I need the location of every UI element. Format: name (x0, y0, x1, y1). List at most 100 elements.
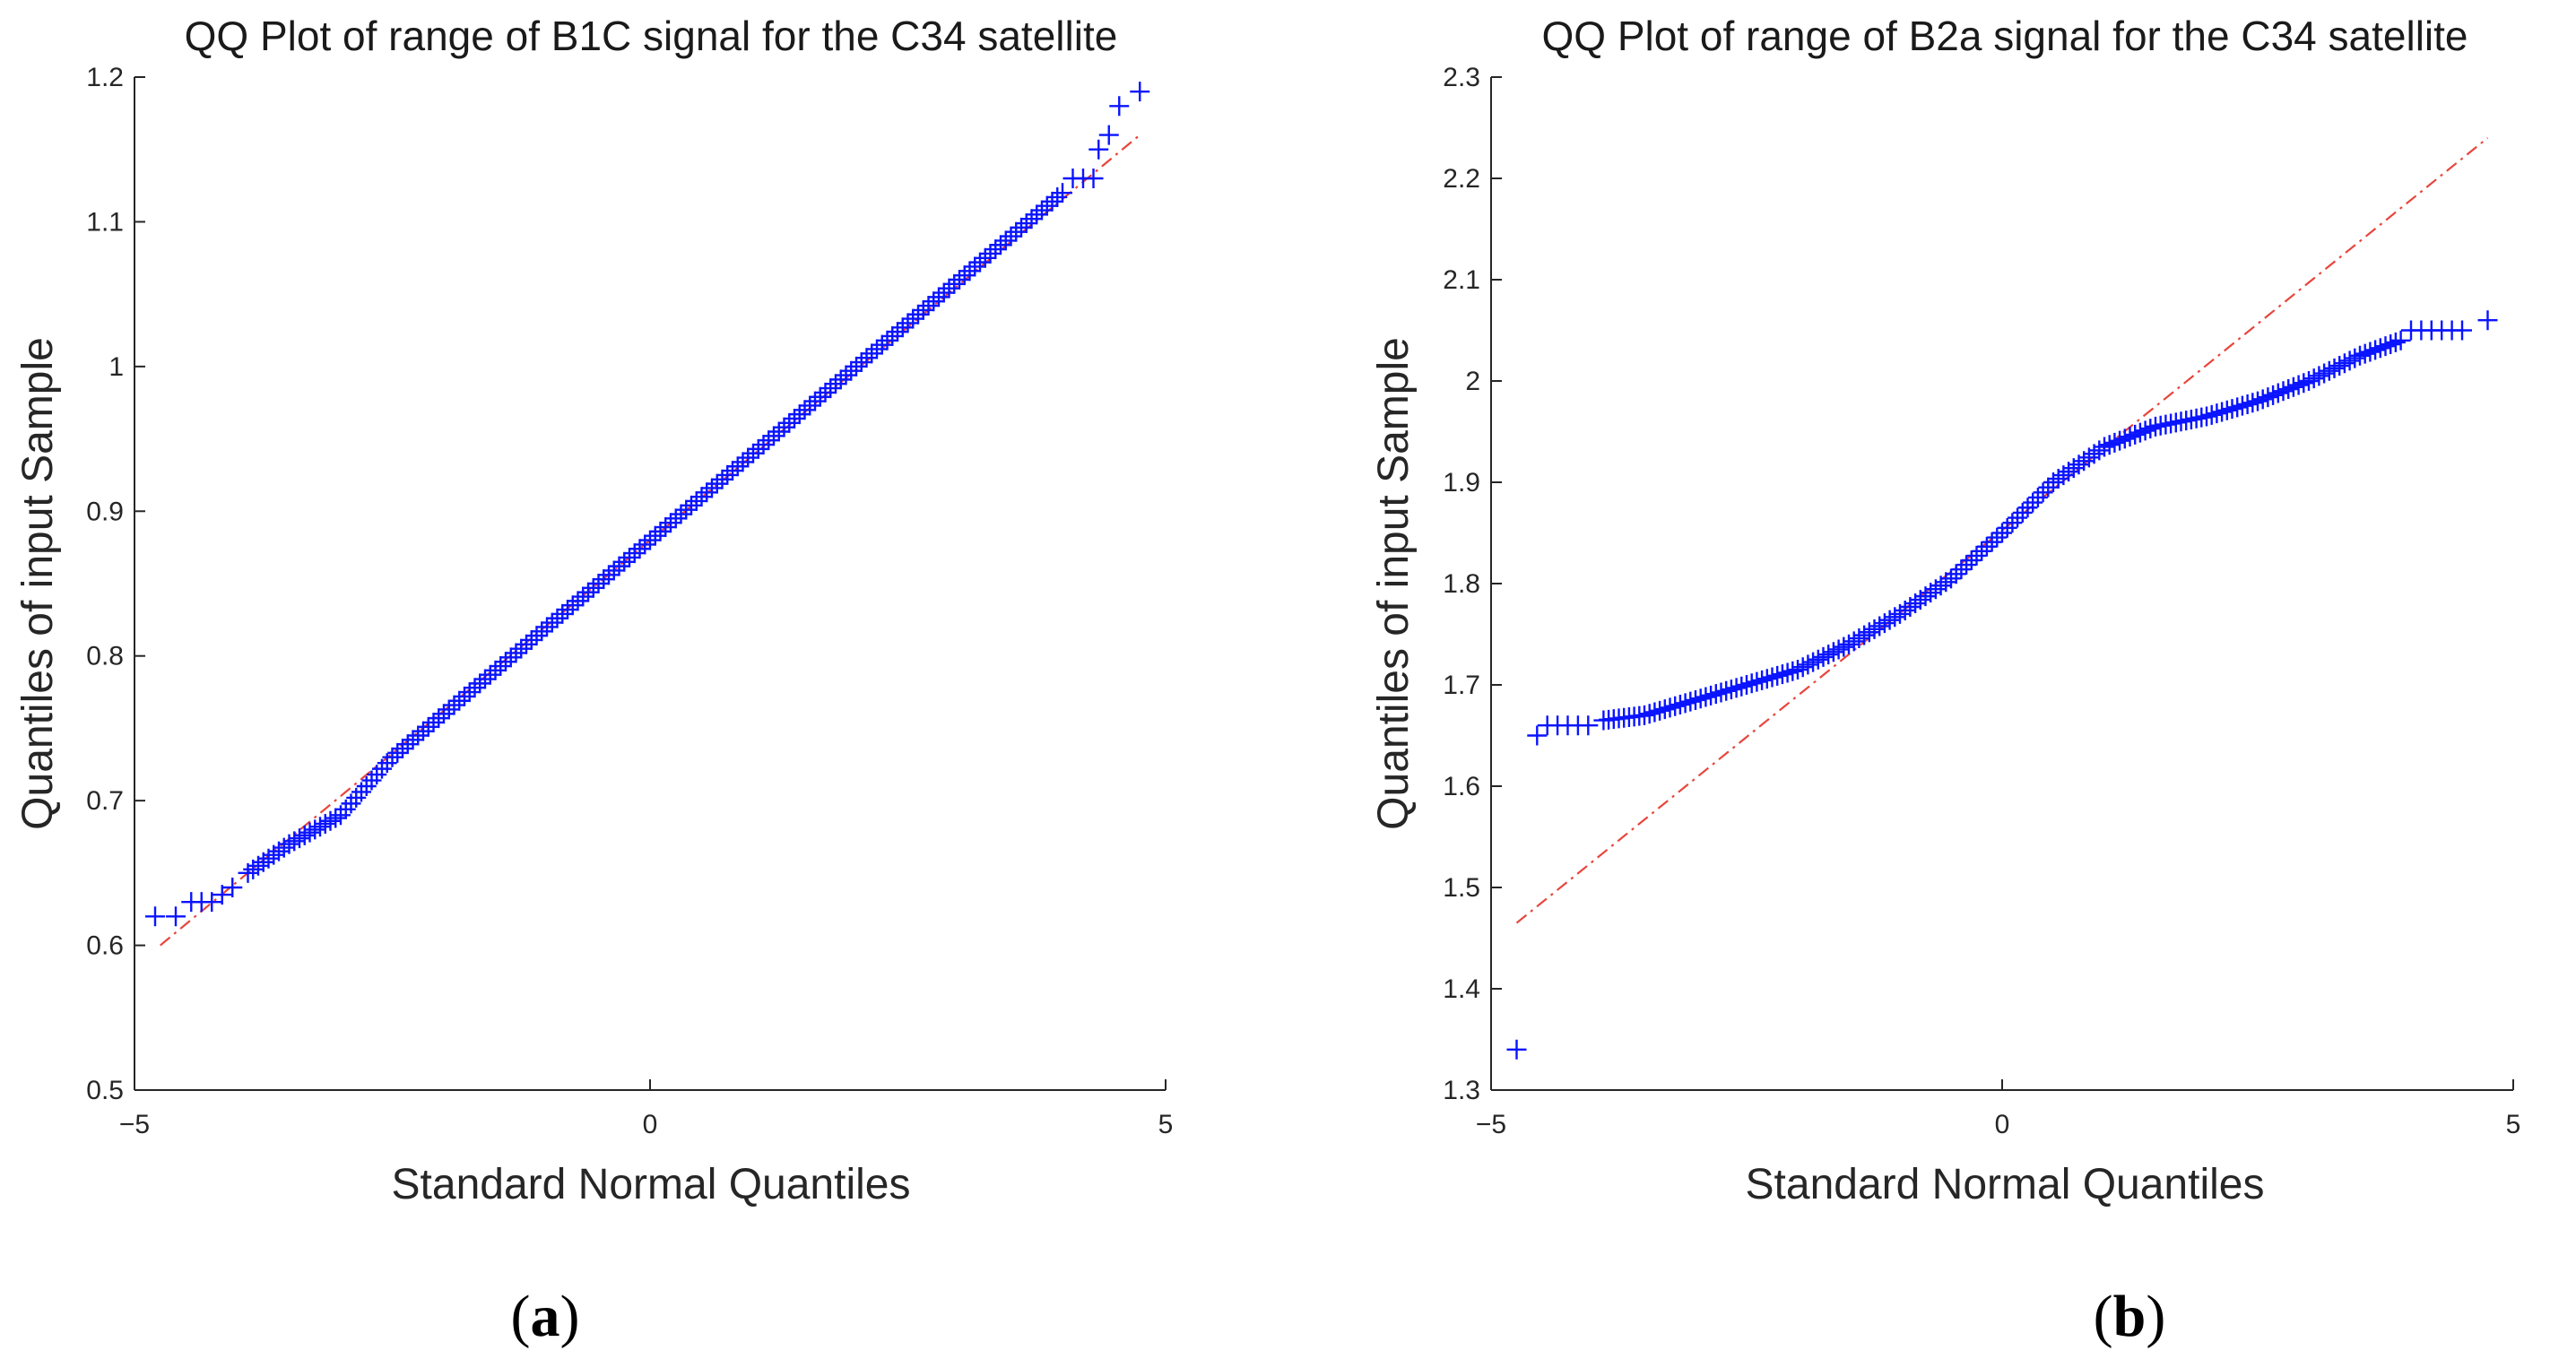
data-point (578, 582, 598, 602)
data-point (629, 539, 650, 559)
data-point (1650, 700, 1670, 721)
data-point (1956, 555, 1977, 576)
data-point (1721, 680, 1741, 700)
data-point (2283, 377, 2303, 397)
y-tick-label: 2.2 (1443, 164, 1480, 194)
data-point (2273, 381, 2294, 402)
data-point (733, 452, 753, 472)
data-point (779, 412, 800, 433)
data-point (661, 513, 681, 533)
y-tick-label: 2 (1465, 367, 1480, 396)
data-point (1741, 673, 1762, 694)
panel-label-a: (a) (511, 1284, 580, 1349)
data-point (918, 296, 939, 316)
data-point (418, 716, 438, 737)
data-point (1976, 536, 1997, 557)
data-point (496, 652, 516, 672)
data-point (320, 810, 341, 831)
data-point (1966, 545, 1987, 566)
data-point (748, 438, 768, 459)
data-point (583, 577, 603, 598)
data-point (1016, 213, 1036, 234)
data-point (640, 530, 660, 550)
data-point (1895, 600, 1915, 620)
data-point (1921, 583, 1941, 603)
data-point (810, 386, 830, 407)
data-point (789, 404, 810, 425)
data-point (933, 282, 954, 303)
data-point (2027, 487, 2048, 507)
data-point (2303, 368, 2324, 389)
data-point (2242, 393, 2263, 413)
data-point (1992, 523, 2012, 543)
data-point (1910, 590, 1930, 610)
data-point (1716, 680, 1737, 701)
data-point (1001, 226, 1021, 247)
data-point (2252, 389, 2273, 410)
data-point (1828, 639, 1849, 660)
data-point (2084, 444, 2104, 464)
data-point (1834, 636, 1854, 657)
data-point (702, 478, 722, 498)
data-point (511, 638, 532, 659)
data-point (1665, 696, 1686, 716)
data-point (253, 852, 273, 872)
data-point (1527, 725, 1548, 746)
data-point (1941, 568, 1961, 589)
data-point (1951, 559, 1972, 580)
data-point (2114, 428, 2135, 449)
data-point (924, 291, 944, 312)
data-point (444, 695, 464, 715)
data-point (1762, 667, 1782, 688)
data-point (686, 490, 707, 511)
data-point (985, 239, 1006, 260)
data-point (1818, 645, 1839, 665)
data-point (537, 617, 557, 637)
data-point (1839, 634, 1859, 654)
x-tick-label: 0 (643, 1110, 658, 1139)
data-point (2294, 373, 2314, 394)
panel-label-b: (b) (2094, 1284, 2166, 1349)
x-tick-label: −5 (1476, 1110, 1506, 1139)
data-point (2278, 379, 2299, 400)
data-point (1705, 684, 1726, 705)
data-point (995, 230, 1016, 251)
data-point (1925, 579, 1946, 600)
data-point (671, 504, 691, 524)
data-point (310, 817, 330, 837)
data-point (980, 243, 1001, 264)
data-point (2309, 366, 2329, 386)
y-tick-label: 0.5 (86, 1076, 124, 1105)
y-axis-label-b2a: Quantiles of input Sample (1370, 337, 1418, 830)
data-point (299, 822, 320, 843)
data-point (1803, 652, 1824, 672)
data-point (2385, 332, 2406, 352)
data-point (2135, 420, 2155, 441)
data-point (382, 747, 403, 767)
data-point (856, 348, 877, 368)
x-tick-label: 5 (1158, 1110, 1174, 1139)
data-point (836, 365, 856, 385)
data-point (1849, 628, 1869, 649)
data-point (588, 574, 609, 593)
data-point (1874, 613, 1895, 634)
data-point (892, 317, 913, 338)
data-point (944, 273, 965, 294)
data-points-b1c (145, 82, 1150, 927)
data-point (697, 482, 717, 503)
data-point (913, 299, 933, 320)
data-point (475, 669, 495, 689)
data-point (681, 495, 701, 515)
data-point (1930, 576, 1951, 596)
data-point (1936, 572, 1956, 593)
data-point (2268, 383, 2288, 403)
data-point (1089, 139, 1109, 160)
qq-plot-b2a: QQ Plot of range of B2a signal for the C… (1370, 13, 2520, 1349)
data-point (393, 739, 412, 759)
data-point (882, 325, 903, 346)
data-point (2345, 348, 2365, 368)
data-point (862, 343, 882, 364)
qq-plot-b1c: QQ Plot of range of B1C signal for the C… (14, 13, 1173, 1349)
data-point (1032, 200, 1052, 221)
